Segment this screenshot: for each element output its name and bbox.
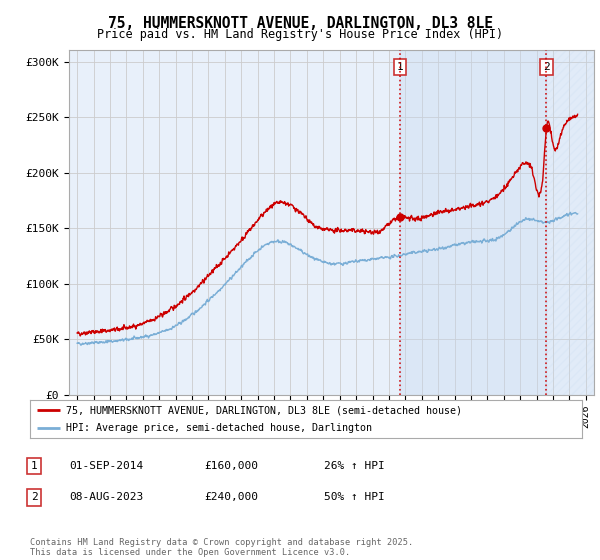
Text: 26% ↑ HPI: 26% ↑ HPI	[324, 461, 385, 471]
Text: Contains HM Land Registry data © Crown copyright and database right 2025.
This d: Contains HM Land Registry data © Crown c…	[30, 538, 413, 557]
Text: 2: 2	[543, 62, 550, 72]
Text: 50% ↑ HPI: 50% ↑ HPI	[324, 492, 385, 502]
Text: 75, HUMMERSKNOTT AVENUE, DARLINGTON, DL3 8LE (semi-detached house): 75, HUMMERSKNOTT AVENUE, DARLINGTON, DL3…	[66, 405, 462, 415]
Text: Price paid vs. HM Land Registry's House Price Index (HPI): Price paid vs. HM Land Registry's House …	[97, 28, 503, 41]
Text: 1: 1	[397, 62, 403, 72]
Text: 01-SEP-2014: 01-SEP-2014	[69, 461, 143, 471]
Bar	[547, 50, 594, 395]
Bar	[400, 50, 547, 395]
Bar	[547, 50, 594, 395]
Text: HPI: Average price, semi-detached house, Darlington: HPI: Average price, semi-detached house,…	[66, 423, 372, 433]
Text: 75, HUMMERSKNOTT AVENUE, DARLINGTON, DL3 8LE: 75, HUMMERSKNOTT AVENUE, DARLINGTON, DL3…	[107, 16, 493, 31]
Text: £240,000: £240,000	[204, 492, 258, 502]
Text: 1: 1	[31, 461, 38, 471]
Text: 08-AUG-2023: 08-AUG-2023	[69, 492, 143, 502]
Text: 2: 2	[31, 492, 38, 502]
Text: £160,000: £160,000	[204, 461, 258, 471]
